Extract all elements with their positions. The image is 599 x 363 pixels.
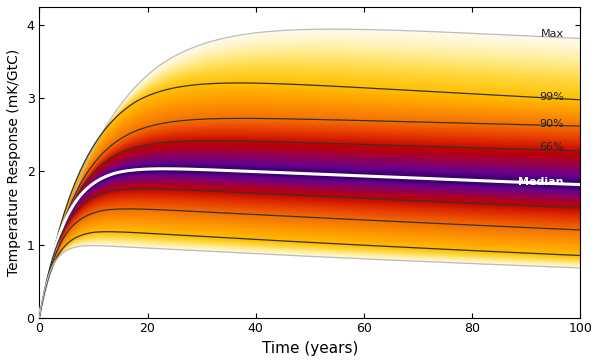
Text: Max: Max [541,29,564,39]
Text: 66%: 66% [539,142,564,152]
X-axis label: Time (years): Time (years) [262,341,358,356]
Y-axis label: Temperature Response (mK/GtC): Temperature Response (mK/GtC) [7,49,21,276]
Text: Median: Median [518,177,564,187]
Text: 90%: 90% [539,119,564,129]
Text: 99%: 99% [539,92,564,102]
